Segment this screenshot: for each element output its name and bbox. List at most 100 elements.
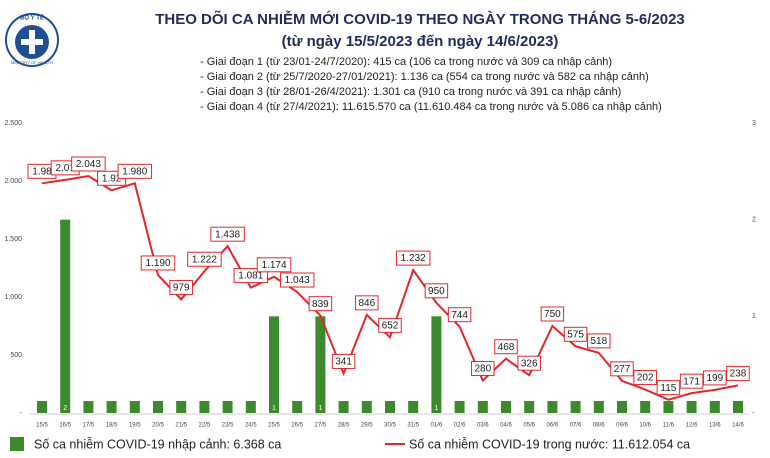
data-label-box <box>424 283 449 299</box>
data-label: 1.222 <box>192 254 217 265</box>
bar-label: 1 <box>272 405 276 412</box>
bar-label: 1 <box>434 405 438 412</box>
data-label: 750 <box>544 309 561 320</box>
data-label-box <box>610 361 634 377</box>
data-label-box <box>169 279 193 295</box>
y2-tick-label: 1 <box>752 313 756 320</box>
y-tick-label: 500 <box>10 352 22 359</box>
y2-tick-label: 3 <box>752 120 756 127</box>
data-label: 575 <box>567 329 584 340</box>
data-label-box <box>395 250 431 266</box>
y-tick-label: 2.000 <box>4 178 22 185</box>
y2-tick-label: - <box>752 410 755 417</box>
bar <box>153 401 163 413</box>
x-tick-label: 28/5 <box>338 423 350 429</box>
x-tick-label: 08/6 <box>593 423 605 429</box>
data-label-box <box>726 365 750 381</box>
y-tick-label: 2.500 <box>4 120 22 127</box>
data-label-box <box>308 296 333 312</box>
x-tick-label: 04/6 <box>500 423 512 429</box>
data-label: 1.232 <box>401 253 426 264</box>
bar <box>83 401 94 413</box>
note: - Giai đoạn 3 (từ 28/01-26/4/2021): 1.30… <box>200 86 621 98</box>
bar <box>570 401 581 413</box>
data-label-box <box>471 361 495 377</box>
x-tick-label: 03/6 <box>477 423 489 429</box>
data-label: 1.043 <box>285 275 310 286</box>
data-label-box <box>117 163 153 179</box>
bar <box>60 219 71 413</box>
data-label-box <box>71 156 106 172</box>
data-label-box <box>256 257 292 273</box>
bar <box>199 401 210 413</box>
bar <box>709 401 720 413</box>
data-label: 171 <box>683 376 700 387</box>
data-label: 1.190 <box>145 258 170 269</box>
y-tick-label: 1.500 <box>4 236 22 243</box>
y-tick-label: 1.000 <box>4 294 22 301</box>
chart-subtitle: (từ ngày 15/5/2023 đến ngày 14/6/2023) <box>282 33 559 50</box>
x-tick-label: 21/5 <box>175 423 187 429</box>
bar <box>361 401 372 413</box>
x-tick-label: 02/6 <box>454 423 466 429</box>
data-label: 744 <box>451 310 468 321</box>
chart-title: THEO DÕI CA NHIỄM MỚI COVID-19 THEO NGÀY… <box>155 10 685 28</box>
x-tick-label: 05/6 <box>523 423 535 429</box>
bar <box>176 401 187 413</box>
legend-swatch <box>10 437 24 451</box>
data-label: 846 <box>358 298 375 309</box>
note: - Giai đoạn 1 (từ 23/01-24/7/2020): 415 … <box>200 56 612 68</box>
data-label-box <box>540 306 565 322</box>
bar <box>454 401 465 413</box>
x-tick-label: 13/6 <box>709 423 721 429</box>
data-label: 238 <box>730 369 747 380</box>
data-label: 950 <box>428 286 445 297</box>
y2-tick-label: 2 <box>752 217 756 224</box>
x-tick-label: 11/6 <box>663 423 675 429</box>
data-label-box <box>563 326 588 342</box>
logo-cross <box>21 39 43 45</box>
data-label-box <box>331 353 356 369</box>
bar <box>222 401 233 413</box>
bar <box>593 401 604 413</box>
bar <box>315 316 326 413</box>
data-label: 202 <box>637 373 654 384</box>
logo-subtext: MINISTRY OF HEALTH <box>11 60 53 65</box>
x-tick-label: 27/5 <box>315 423 327 429</box>
data-label-box <box>656 380 681 396</box>
data-label-box <box>587 333 611 349</box>
data-label-box <box>703 370 727 386</box>
bar <box>477 401 488 413</box>
x-tick-label: 15/5 <box>36 423 48 429</box>
data-label: 518 <box>590 336 607 347</box>
data-label: 2.01 <box>55 163 75 174</box>
x-tick-label: 18/5 <box>106 423 118 429</box>
data-label-box <box>633 370 657 386</box>
data-label: 115 <box>660 383 676 394</box>
bar <box>385 401 395 413</box>
data-label: 652 <box>382 321 399 332</box>
x-tick-label: 01/6 <box>431 423 443 429</box>
bar <box>37 401 47 413</box>
legend-label: Số ca nhiễm COVID-19 nhập cảnh: 6.368 ca <box>34 436 281 451</box>
bar <box>686 401 697 413</box>
x-tick-label: 06/6 <box>547 423 559 429</box>
data-label: 1.081 <box>238 271 263 282</box>
data-label: 1.98 <box>32 166 52 177</box>
logo-text: BỘ Y TẾ <box>20 14 44 22</box>
x-tick-label: 14/6 <box>732 423 744 429</box>
logo: BỘ Y TẾ MINISTRY OF HEALTH <box>5 13 59 67</box>
data-label-box <box>679 373 704 389</box>
x-tick-label: 10/6 <box>639 423 651 429</box>
x-tick-label: 25/5 <box>268 423 280 429</box>
data-label-box <box>494 339 518 355</box>
bar <box>269 316 279 413</box>
x-tick-label: 23/5 <box>222 423 234 429</box>
data-label: 1.174 <box>261 260 286 271</box>
data-label: 199 <box>706 373 723 384</box>
x-tick-label: 17/5 <box>83 423 95 429</box>
data-label-box <box>447 307 472 323</box>
x-tick-label: 07/6 <box>570 423 582 429</box>
x-tick-label: 26/5 <box>291 423 303 429</box>
